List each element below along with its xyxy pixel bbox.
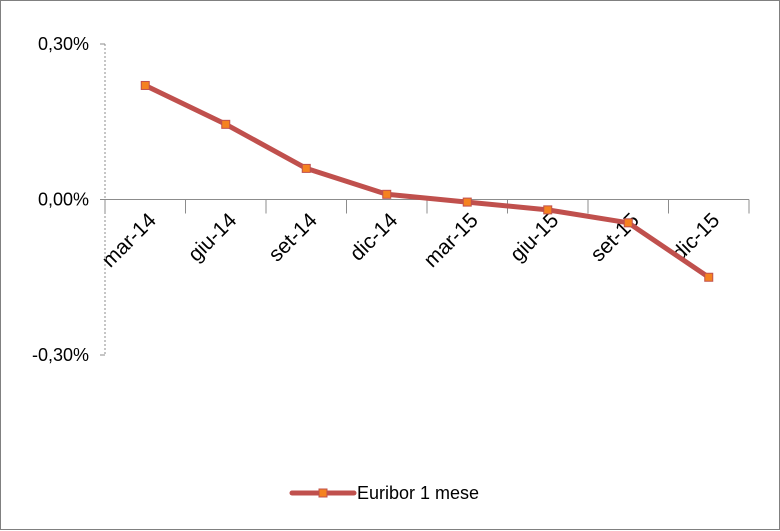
y-axis: 0,30% 0,00% -0,30% [32,34,106,365]
x-category-label: mar-14 [97,209,161,273]
data-point-marker [462,197,472,207]
y-tick-label: -0,30% [32,345,89,365]
data-point-marker [140,80,150,90]
data-point-marker [301,163,311,173]
data-point-marker [221,119,231,129]
series-group [140,80,714,282]
x-category-label: set-14 [264,209,322,267]
legend-label: Euribor 1 mese [357,483,479,503]
series-line [142,83,712,280]
y-tick-label: 0,00% [38,190,89,210]
data-point-marker [543,205,553,215]
x-category-label: giu-15 [506,209,564,267]
x-category-label: dic-14 [346,209,403,266]
x-category-label: mar-15 [419,209,482,272]
legend: Euribor 1 mese [289,483,479,503]
data-point-marker [704,272,714,282]
legend-swatch-marker [318,488,328,498]
y-tick-label: 0,30% [38,34,89,54]
data-point-marker [623,218,633,228]
data-point-marker [382,189,392,199]
x-category-label: giu-14 [184,209,242,267]
